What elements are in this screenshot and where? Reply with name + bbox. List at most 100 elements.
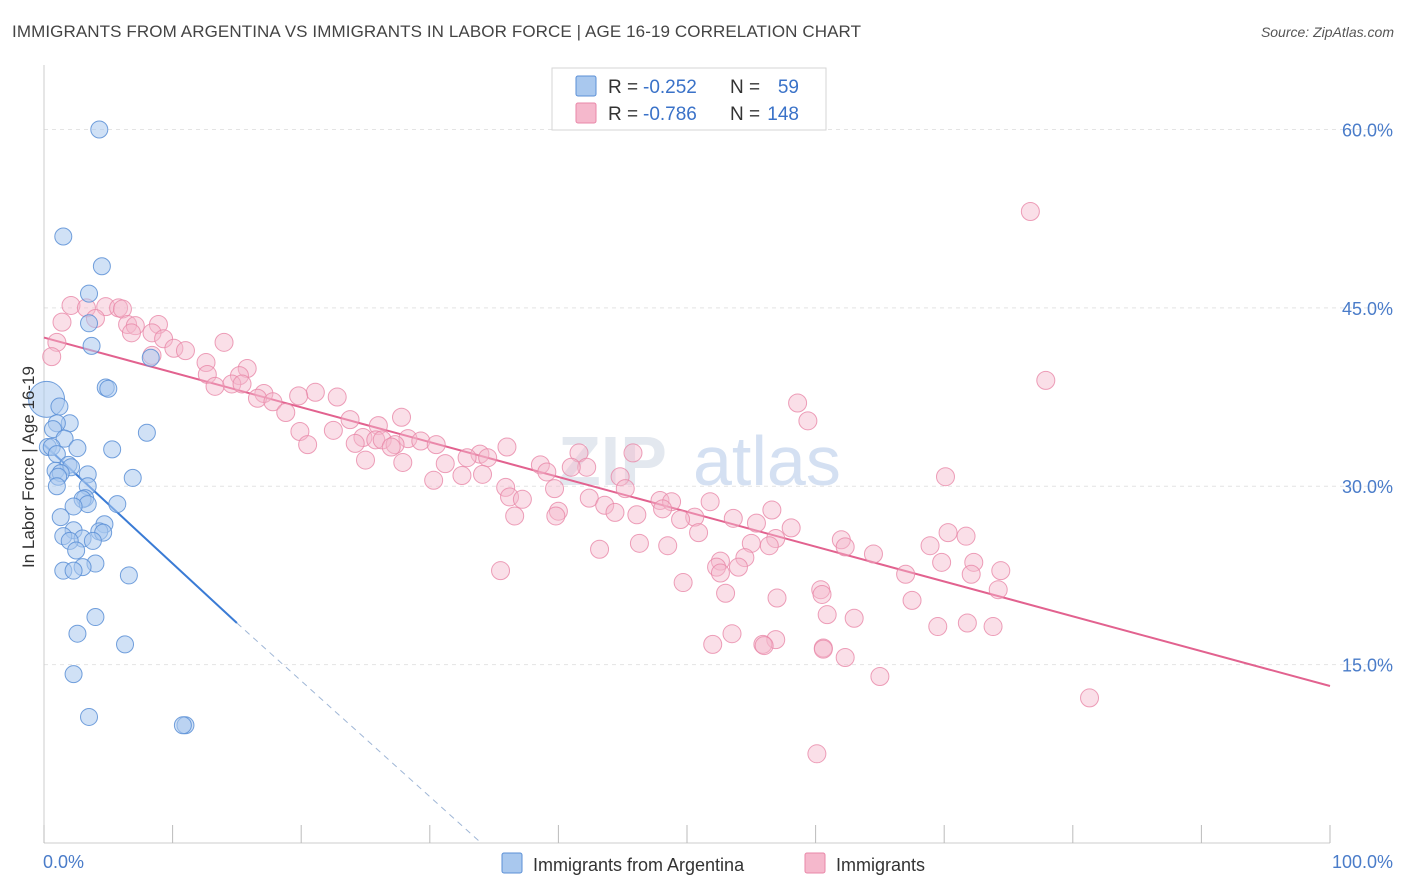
- correlation-legend: R = -0.252 N = 59 R = -0.786 N = 148: [551, 67, 827, 131]
- legend-swatch-blue: [575, 75, 597, 97]
- data-point-immigrants: [457, 448, 477, 468]
- data-point-immigrants: [345, 433, 365, 453]
- data-point-immigrants: [964, 552, 984, 572]
- y-tick-label: 60.0%: [1342, 120, 1393, 140]
- data-point-immigrants: [478, 448, 498, 468]
- data-point-immigrants: [957, 613, 977, 633]
- data-point-immigrants: [605, 502, 625, 522]
- data-point-immigrants: [766, 630, 786, 650]
- data-point-immigrants: [935, 467, 955, 487]
- bottom-legend-swatch-pink: [804, 852, 826, 874]
- data-point-immigrants: [870, 667, 890, 687]
- data-point-immigrants: [716, 583, 736, 603]
- data-point-immigrants: [381, 437, 401, 457]
- data-point-argentina: [103, 440, 122, 459]
- data-point-argentina: [68, 624, 87, 643]
- data-point-immigrants: [788, 393, 808, 413]
- data-point-immigrants: [813, 639, 833, 659]
- data-point-argentina: [64, 561, 83, 580]
- data-point-immigrants: [817, 605, 837, 625]
- legend-n-value-1: 59: [778, 77, 799, 98]
- data-point-immigrants: [214, 332, 234, 352]
- data-point-immigrants: [956, 526, 976, 546]
- data-point-immigrants: [327, 387, 347, 407]
- data-point-immigrants: [689, 523, 709, 543]
- data-point-immigrants: [754, 636, 774, 656]
- chart-title: IMMIGRANTS FROM ARGENTINA VS IMMIGRANTS …: [12, 22, 862, 41]
- data-point-immigrants: [615, 479, 635, 499]
- legend-r-value-1: -0.252: [643, 77, 697, 98]
- legend-n-label-2: N =: [730, 104, 760, 125]
- data-point-argentina: [55, 429, 74, 448]
- data-point-immigrants: [983, 617, 1003, 637]
- data-point-argentina: [82, 336, 101, 355]
- data-point-immigrants: [766, 529, 786, 549]
- data-point-immigrants: [340, 410, 360, 430]
- bottom-legend-swatch-blue: [501, 852, 523, 874]
- data-point-immigrants: [767, 588, 787, 608]
- data-point-immigrants: [205, 376, 225, 396]
- legend-box: [551, 67, 827, 131]
- data-point-immigrants: [512, 489, 532, 509]
- data-point-immigrants: [938, 523, 958, 543]
- data-point-immigrants: [627, 505, 647, 525]
- data-point-immigrants: [424, 470, 444, 490]
- data-point-immigrants: [722, 624, 742, 644]
- y-tick-label: 15.0%: [1342, 656, 1393, 676]
- data-point-immigrants: [289, 386, 309, 406]
- legend-r-label-1: R =: [608, 77, 638, 98]
- data-point-argentina: [47, 477, 66, 496]
- data-point-immigrants: [685, 507, 705, 527]
- grid: [44, 128, 1393, 666]
- data-point-immigrants: [263, 392, 283, 412]
- data-point-argentina: [99, 379, 118, 398]
- data-point-argentina: [92, 257, 111, 276]
- x-tick-label-min: 0.0%: [43, 852, 84, 872]
- data-point-immigrants: [595, 495, 615, 515]
- data-point-immigrants: [197, 364, 217, 384]
- data-point-immigrants: [579, 488, 599, 508]
- data-point-immigrants: [142, 323, 162, 343]
- data-point-immigrants: [700, 492, 720, 512]
- data-point-immigrants: [863, 544, 883, 564]
- data-point-argentina: [80, 707, 99, 726]
- data-point-immigrants: [368, 416, 388, 436]
- series-legend: Immigrants from Argentina Immigrants: [501, 852, 925, 875]
- data-point-argentina: [137, 423, 156, 442]
- data-point-immigrants: [629, 533, 649, 553]
- series-immigrants: [42, 202, 1100, 764]
- data-point-immigrants: [1020, 202, 1040, 222]
- data-point-immigrants: [902, 590, 922, 610]
- data-point-immigrants: [671, 510, 691, 530]
- data-point-immigrants: [703, 634, 723, 654]
- data-point-immigrants: [366, 430, 386, 450]
- y-tick-label: 30.0%: [1342, 477, 1393, 497]
- data-point-argentina: [141, 348, 160, 367]
- data-point-immigrants: [473, 464, 493, 484]
- data-point-immigrants: [61, 295, 81, 315]
- data-point-immigrants: [812, 584, 832, 604]
- data-point-immigrants: [723, 508, 743, 528]
- data-point-immigrants: [653, 499, 673, 519]
- data-point-immigrants: [835, 647, 855, 667]
- data-point-argentina: [68, 439, 87, 458]
- data-point-immigrants: [1036, 370, 1056, 390]
- bottom-legend-label-argentina: Immigrants from Argentina: [533, 855, 745, 875]
- data-point-immigrants: [928, 617, 948, 637]
- data-point-immigrants: [237, 358, 257, 378]
- data-point-immigrants: [52, 312, 72, 332]
- series-immigrants-from-argentina: [28, 120, 195, 735]
- data-point-immigrants: [530, 455, 550, 475]
- data-point-immigrants: [610, 467, 630, 487]
- data-point-immigrants: [961, 564, 981, 584]
- data-point-immigrants: [545, 479, 565, 499]
- data-point-immigrants: [798, 411, 818, 431]
- data-point-argentina: [50, 397, 69, 416]
- legend-n-value-2: 148: [767, 104, 799, 125]
- data-point-immigrants: [728, 557, 748, 577]
- data-point-argentina: [108, 495, 127, 514]
- data-point-argentina: [54, 227, 73, 246]
- data-point-immigrants: [707, 557, 727, 577]
- data-point-immigrants: [393, 452, 413, 472]
- data-point-argentina: [123, 468, 142, 487]
